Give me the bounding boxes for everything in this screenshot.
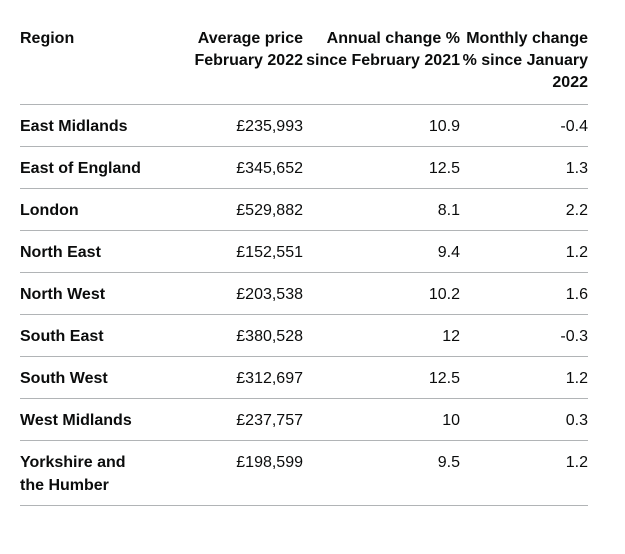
table-body: East Midlands £235,993 10.9 -0.4 East of… [20,104,588,506]
cell-monthly-change: 1.2 [460,356,588,399]
cell-monthly-change: 1.2 [460,440,588,506]
table-header: Region Average price February 2022 Annua… [20,26,588,105]
cell-annual-change: 9.4 [303,230,460,273]
table-row: North West £203,538 10.2 1.6 [20,272,588,315]
header-annual-change: Annual change % since February 2021 [303,26,460,105]
cell-monthly-change: 0.3 [460,398,588,441]
cell-region: London [20,188,158,231]
table-row: South East £380,528 12 -0.3 [20,314,588,357]
cell-average-price: £203,538 [158,272,303,315]
house-price-table-container: Region Average price February 2022 Annua… [20,26,588,506]
header-row: Region Average price February 2022 Annua… [20,26,588,105]
header-average-price: Average price February 2022 [158,26,303,105]
table-row: East Midlands £235,993 10.9 -0.4 [20,104,588,147]
cell-region: South East [20,314,158,357]
cell-region: East of England [20,146,158,189]
cell-annual-change: 12.5 [303,146,460,189]
cell-annual-change: 9.5 [303,440,460,506]
cell-annual-change: 8.1 [303,188,460,231]
cell-average-price: £312,697 [158,356,303,399]
cell-average-price: £152,551 [158,230,303,273]
cell-annual-change: 12 [303,314,460,357]
cell-region: West Midlands [20,398,158,441]
cell-monthly-change: 1.3 [460,146,588,189]
table-row: North East £152,551 9.4 1.2 [20,230,588,273]
table-row: East of England £345,652 12.5 1.3 [20,146,588,189]
table-row: South West £312,697 12.5 1.2 [20,356,588,399]
cell-average-price: £380,528 [158,314,303,357]
cell-average-price: £198,599 [158,440,303,506]
cell-annual-change: 10 [303,398,460,441]
cell-region: Yorkshire and the Humber [20,440,158,506]
cell-monthly-change: 2.2 [460,188,588,231]
cell-monthly-change: -0.4 [460,104,588,147]
cell-region: North East [20,230,158,273]
table-row: Yorkshire and the Humber £198,599 9.5 1.… [20,440,588,506]
cell-annual-change: 10.9 [303,104,460,147]
cell-average-price: £345,652 [158,146,303,189]
cell-region: South West [20,356,158,399]
table-row: London £529,882 8.1 2.2 [20,188,588,231]
cell-monthly-change: 1.2 [460,230,588,273]
cell-monthly-change: -0.3 [460,314,588,357]
header-region: Region [20,26,158,105]
cell-annual-change: 12.5 [303,356,460,399]
cell-region: East Midlands [20,104,158,147]
table-row: West Midlands £237,757 10 0.3 [20,398,588,441]
cell-average-price: £529,882 [158,188,303,231]
cell-region: North West [20,272,158,315]
cell-average-price: £235,993 [158,104,303,147]
cell-average-price: £237,757 [158,398,303,441]
house-price-table: Region Average price February 2022 Annua… [20,26,588,506]
header-monthly-change: Monthly change % since January 2022 [460,26,588,105]
cell-monthly-change: 1.6 [460,272,588,315]
cell-annual-change: 10.2 [303,272,460,315]
